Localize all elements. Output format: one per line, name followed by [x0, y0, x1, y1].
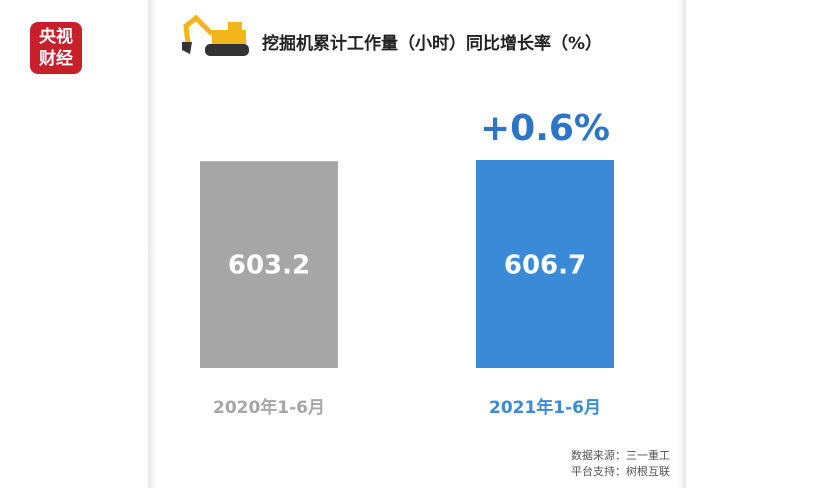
- bar: [200, 161, 338, 368]
- x-tick-label: 2020年1-6月: [213, 397, 325, 418]
- excavator-icon: [182, 14, 249, 56]
- logo-badge: [30, 22, 82, 74]
- value-label: 606.7: [504, 251, 586, 281]
- logo-text: 财经: [38, 48, 73, 69]
- x-tick-label: 2021年1-6月: [489, 397, 601, 418]
- bar: [476, 160, 614, 368]
- chart-title: 挖掘机累计工作量（小时）同比增长率（%）: [262, 33, 602, 54]
- logo-text: 央视: [39, 26, 73, 47]
- annotation: +0.6%: [480, 108, 610, 149]
- card-edge: [148, 0, 156, 488]
- source-note: 平台支持：树根互联: [571, 464, 670, 478]
- value-label: 603.2: [228, 251, 310, 281]
- source-note: 数据来源：三一重工: [571, 448, 670, 462]
- card-edge: [678, 0, 686, 488]
- logo: 央视 财经: [30, 22, 82, 74]
